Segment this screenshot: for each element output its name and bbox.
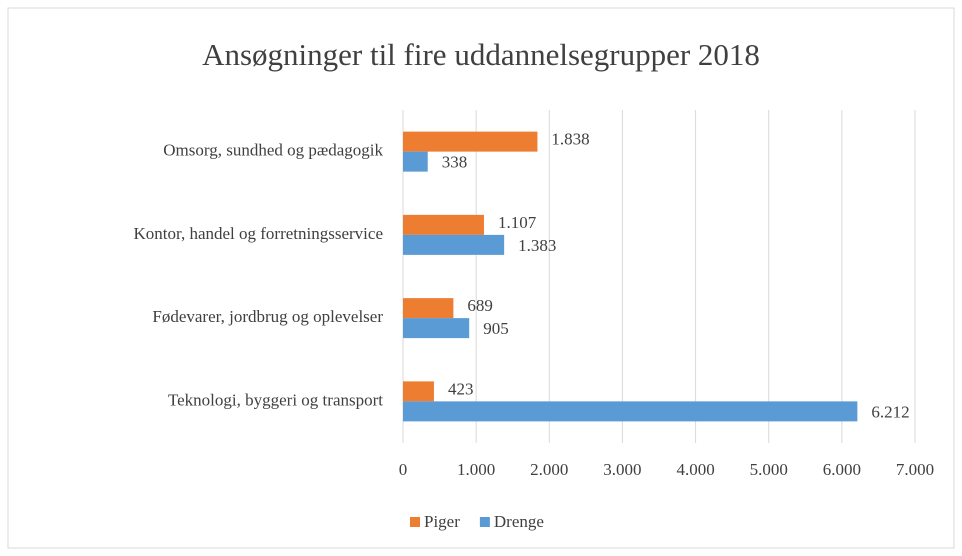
x-tick-label: 3.000 [603,460,641,479]
y-tick-label: Teknologi, byggeri og transport [168,390,383,409]
legend-label: Drenge [494,512,544,531]
legend-label: Piger [424,512,460,531]
bar [403,318,470,339]
y-tick-label: Kontor, handel og forretningsservice [133,224,383,243]
bar [403,214,484,235]
value-label: 6.212 [871,402,909,421]
value-label: 1.838 [551,130,589,149]
bar [403,298,454,319]
x-tick-label: 4.000 [676,460,714,479]
bar [403,401,858,422]
x-tick-label: 2.000 [530,460,568,479]
value-label: 1.107 [498,213,537,232]
bar [403,131,538,152]
value-label: 689 [467,296,493,315]
value-label: 1.383 [518,236,556,255]
x-tick-label: 0 [399,460,408,479]
bar [403,381,434,402]
bar [403,234,505,255]
value-label: 338 [442,153,468,172]
y-tick-label: Fødevarer, jordbrug og oplevelser [152,307,383,326]
bar [403,151,428,172]
x-tick-label: 7.000 [896,460,934,479]
legend-swatch [410,517,420,527]
x-tick-label: 6.000 [823,460,861,479]
value-label: 423 [448,379,474,398]
y-tick-label: Omsorg, sundhed og pædagogik [163,141,383,160]
legend-swatch [479,517,490,527]
x-tick-label: 5.000 [750,460,788,479]
x-tick-label: 1.000 [457,460,495,479]
value-label: 905 [483,319,509,338]
chart-title: Ansøgninger til fire uddannelsegrupper 2… [202,37,760,72]
chart-border [7,7,955,549]
